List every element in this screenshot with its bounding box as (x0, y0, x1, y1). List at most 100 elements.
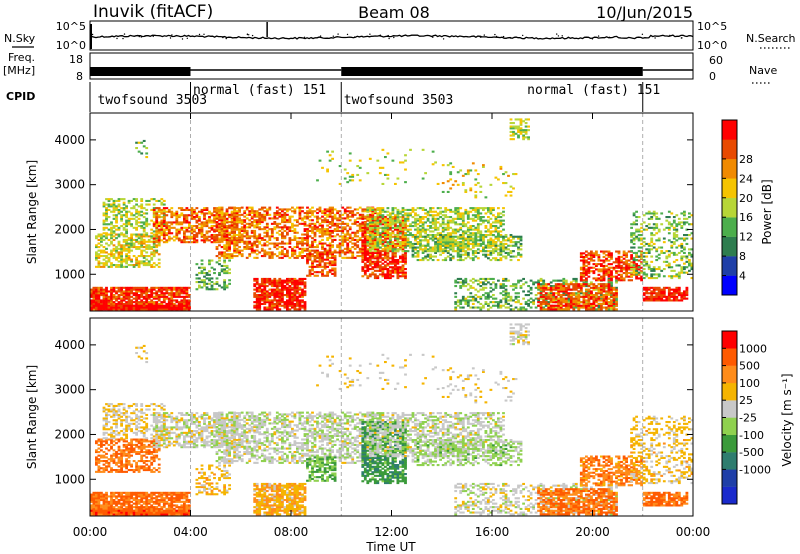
scatter-cell (167, 288, 171, 291)
scatter-cell (265, 231, 269, 234)
scatter-cell (137, 221, 141, 224)
scatter-cell (595, 288, 598, 291)
scatter-cell (220, 228, 224, 231)
scatter-cell (175, 230, 179, 233)
scatter-cell (326, 274, 329, 277)
scatter-cell (145, 288, 149, 291)
scatter-cell (162, 234, 166, 237)
scatter-cell (293, 283, 297, 286)
scatter-cell (115, 249, 118, 252)
scatter-cell (446, 237, 450, 240)
scatter-cell (419, 241, 422, 244)
scatter-cell (378, 251, 382, 254)
scatter-cell (137, 214, 141, 217)
scatter-cell (90, 294, 93, 297)
scatter-cell (373, 226, 377, 229)
scatter-cell (391, 255, 395, 258)
scatter-cell (160, 234, 164, 237)
scatter-cell (361, 248, 365, 251)
scatter-cell (311, 226, 314, 229)
scatter-cell (361, 208, 365, 211)
scatter-cell (336, 222, 339, 225)
scatter-cell (165, 290, 169, 293)
scatter-cell (444, 239, 448, 242)
scatter-cell (446, 250, 450, 253)
scatter-cell (230, 213, 234, 216)
scatter-cell (213, 234, 216, 237)
scatter-cell (577, 292, 581, 295)
scatter-cell (263, 249, 267, 252)
scatter-cell (150, 299, 154, 302)
scatter-cell (110, 251, 113, 254)
scatter-cell (296, 244, 299, 247)
scatter-cell (489, 242, 493, 245)
scatter-cell (384, 268, 387, 271)
nsearch-point (369, 33, 371, 35)
scatter-cell (208, 239, 211, 242)
scatter-cell (127, 199, 131, 202)
scatter-cell (424, 237, 427, 240)
scatter-cell (288, 229, 292, 232)
scatter-cell (291, 286, 294, 289)
scatter-cell (419, 228, 422, 231)
scatter-cell (130, 242, 133, 245)
scatter-cell (396, 219, 400, 222)
scatter-cell (155, 223, 159, 226)
scatter-cell (466, 230, 470, 233)
scatter-cell (288, 299, 292, 302)
scatter-cell (213, 217, 216, 220)
scatter-cell (499, 241, 503, 244)
scatter-cell (368, 232, 372, 235)
scatter-cell (296, 221, 299, 224)
scatter-cell (100, 265, 103, 268)
scatter-cell (142, 302, 146, 305)
scatter-cell (215, 235, 219, 238)
scatter-cell (371, 246, 375, 249)
scatter-cell (147, 264, 151, 267)
scatter-cell (127, 302, 131, 305)
scatter-cell (200, 208, 204, 211)
power-cells (90, 118, 694, 311)
scatter-cell (343, 210, 347, 213)
nsearch-point (379, 34, 381, 36)
scatter-cell (170, 223, 174, 226)
scatter-cell (401, 207, 405, 210)
scatter-cell (384, 226, 387, 229)
scatter-cell (188, 301, 191, 304)
scatter-cell (268, 255, 272, 258)
scatter-cell (165, 297, 169, 300)
scatter-cell (384, 210, 387, 213)
scatter-cell (504, 290, 508, 293)
scatter-cell (476, 207, 480, 210)
scatter-cell (253, 249, 257, 252)
scatter-cell (399, 226, 402, 229)
scatter-cell (275, 238, 279, 241)
scatter-cell (356, 208, 360, 211)
scatter-cell (180, 228, 184, 231)
scatter-cell (177, 288, 181, 291)
scatter-cell (384, 257, 387, 260)
scatter-cell (92, 295, 96, 298)
scatter-cell (255, 238, 259, 241)
scatter-cell (466, 234, 470, 237)
scatter-cell (414, 228, 417, 231)
scatter-cell (474, 244, 478, 247)
scatter-cell (308, 271, 312, 274)
scatter-cell (376, 223, 380, 226)
scatter-cell (489, 225, 493, 228)
scatter-cell (331, 215, 334, 218)
scatter-cell (539, 306, 543, 309)
scatter-cell (296, 286, 299, 289)
scatter-cell (245, 226, 249, 229)
scatter-cell (250, 221, 254, 224)
scatter-cell (449, 219, 453, 222)
scatter-cell (260, 279, 264, 282)
scatter-cell (100, 294, 103, 297)
scatter-cell (331, 269, 334, 272)
scatter-cell (489, 251, 493, 254)
scatter-cell (396, 235, 400, 238)
scatter-cell (155, 217, 159, 220)
scatter-cell (326, 258, 329, 261)
scatter-cell (223, 270, 226, 273)
scatter-cell (288, 308, 292, 311)
